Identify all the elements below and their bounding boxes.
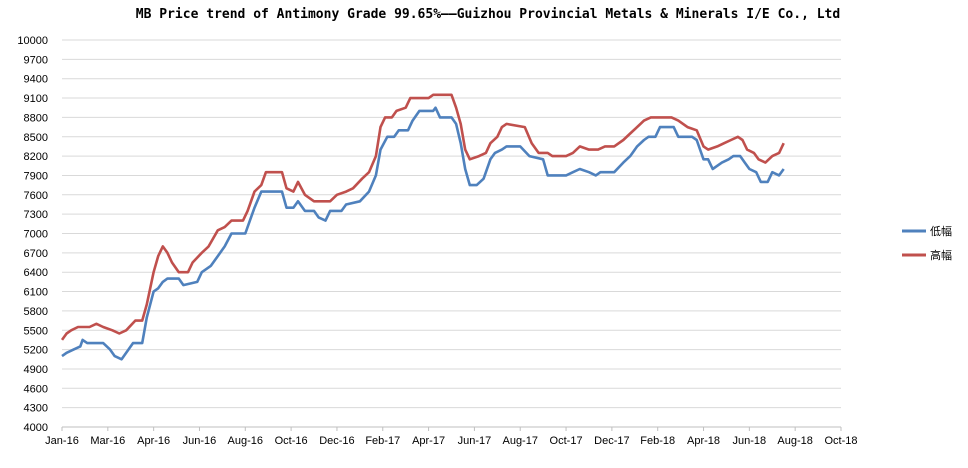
y-tick-label: 7600: [24, 190, 48, 202]
legend-label: 高幅: [930, 248, 952, 262]
y-tick-label: 9700: [24, 54, 48, 66]
x-tick-label: Jun-17: [458, 435, 492, 447]
x-tick-label: Oct-18: [824, 435, 857, 447]
y-tick-label: 6100: [24, 287, 48, 299]
x-tick-label: Dec-16: [319, 435, 354, 447]
x-tick-label: Oct-16: [275, 435, 308, 447]
x-tick-label: Apr-17: [412, 435, 445, 447]
y-tick-label: 7300: [24, 209, 48, 221]
y-tick-label: 4000: [24, 422, 48, 434]
x-tick-label: Dec-17: [594, 435, 629, 447]
y-tick-label: 5800: [24, 306, 48, 318]
x-tick-label: Apr-18: [687, 435, 720, 447]
x-tick-label: Aug-18: [777, 435, 812, 447]
y-tick-label: 9400: [24, 74, 48, 86]
y-tick-label: 4300: [24, 403, 48, 415]
y-tick-label: 7900: [24, 170, 48, 182]
x-tick-label: Feb-18: [640, 435, 675, 447]
x-tick-label: Feb-17: [365, 435, 400, 447]
x-tick-label: Jun-18: [733, 435, 767, 447]
x-tick-label: Jun-16: [183, 435, 217, 447]
axes: 4000 4300 4600 4900 5200 5500 5800 6100 6400 6700…: [17, 35, 857, 447]
y-tick-label: 6700: [24, 248, 48, 260]
x-tick-label: Aug-17: [502, 435, 537, 447]
y-tick-label: 5500: [24, 325, 48, 337]
chart-title: MB Price trend of Antimony Grade 99.65%—…: [136, 7, 840, 22]
x-tick-label: Mar-16: [90, 435, 125, 447]
y-tick-label: 8800: [24, 112, 48, 124]
x-tick-label: Oct-17: [550, 435, 583, 447]
x-tick-label: Apr-16: [137, 435, 170, 447]
y-tick-label: 8200: [24, 151, 48, 163]
x-tick-label: Aug-16: [228, 435, 263, 447]
y-tick-label: 4600: [24, 383, 48, 395]
y-tick-label: 9100: [24, 93, 48, 105]
y-tick-label: 7000: [24, 229, 48, 241]
y-tick-label: 5200: [24, 345, 48, 357]
x-tick-label: Jan-16: [45, 435, 79, 447]
y-tick-label: 6400: [24, 267, 48, 279]
series-line-high: [60, 93, 785, 341]
series-lines: [60, 93, 785, 361]
y-tick-label: 8500: [24, 132, 48, 144]
y-tick-label: 4900: [24, 364, 48, 376]
legend-label: 低幅: [930, 225, 952, 238]
series-line-low: [61, 106, 785, 361]
y-tick-label: 10000: [17, 35, 48, 47]
